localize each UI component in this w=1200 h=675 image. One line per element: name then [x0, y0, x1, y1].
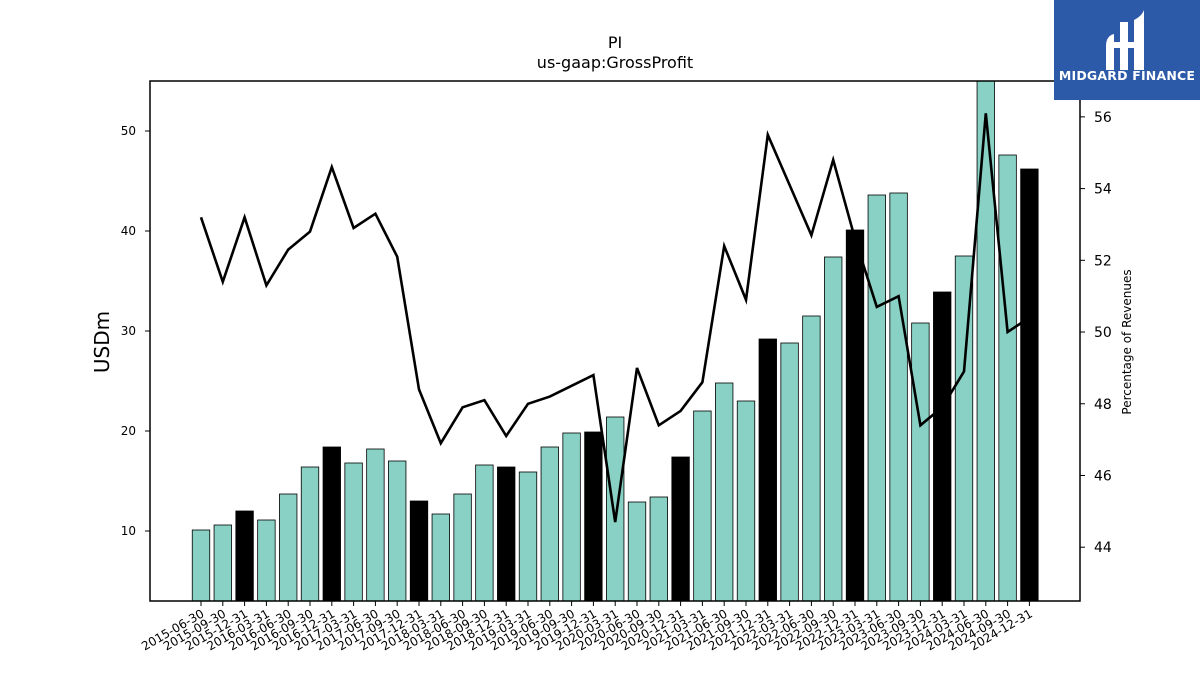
bar — [758, 338, 777, 602]
bar — [649, 496, 668, 602]
y-axis-label: USDm — [90, 311, 114, 373]
right-axis: 44 46 48 50 52 54 56 — [1080, 110, 1112, 556]
bar — [824, 256, 843, 602]
line-series — [199, 113, 1031, 523]
bar — [409, 500, 429, 602]
bar — [518, 471, 538, 602]
y-tick-label: 50 — [121, 124, 136, 138]
bar — [344, 462, 363, 602]
bar — [693, 410, 712, 602]
y2-tick-label: 54 — [1094, 182, 1112, 198]
bar — [235, 510, 254, 602]
bar — [540, 446, 559, 602]
bar-series — [191, 80, 1039, 602]
bar — [867, 194, 886, 602]
y2-axis-label: Percentage of Revenues — [1120, 269, 1134, 414]
y2-tick-label: 50 — [1094, 325, 1112, 341]
bar — [475, 464, 494, 602]
bar — [671, 456, 690, 602]
bar — [911, 322, 930, 602]
bar — [257, 519, 276, 602]
bar — [998, 154, 1017, 602]
bar — [802, 315, 821, 602]
bar — [279, 493, 298, 602]
chart-title: PI — [608, 33, 622, 52]
chart-subtitle: us-gaap:GrossProfit — [537, 53, 693, 72]
company-logo-text: MIDGARD FINANCE — [1058, 68, 1196, 83]
bar — [431, 513, 450, 602]
bar — [300, 466, 320, 602]
bar — [933, 291, 952, 602]
bar — [213, 524, 232, 602]
company-logo: MIDGARD FINANCE — [1054, 0, 1200, 100]
bar — [976, 80, 995, 602]
bar — [322, 446, 341, 602]
y2-tick-label: 52 — [1094, 253, 1112, 269]
y2-tick-label: 44 — [1094, 540, 1112, 556]
bar — [627, 501, 647, 602]
bar — [606, 416, 625, 602]
bar — [191, 529, 211, 602]
y2-tick-label: 46 — [1094, 468, 1112, 484]
bar — [497, 466, 516, 602]
y-tick-label: 40 — [121, 224, 136, 238]
bar — [584, 431, 603, 602]
y2-tick-label: 48 — [1094, 397, 1112, 413]
bar — [1020, 168, 1039, 602]
bar — [366, 448, 385, 602]
midgard-logo-icon — [1106, 10, 1144, 70]
bar — [736, 400, 756, 602]
bar — [715, 382, 734, 602]
y2-tick-label: 56 — [1094, 110, 1112, 126]
y-tick-label: 30 — [121, 324, 136, 338]
percentage-line — [199, 113, 1031, 523]
bar — [453, 493, 472, 602]
bar — [889, 192, 908, 602]
bar — [845, 229, 865, 602]
bar — [388, 460, 407, 602]
bar — [562, 432, 581, 602]
bar — [780, 342, 799, 602]
left-axis: 10 20 30 40 50 — [121, 124, 150, 538]
y-tick-label: 20 — [121, 424, 136, 438]
x-axis: 2015-06-302015-09-302015-12-312016-03-31… — [139, 601, 1035, 653]
y-tick-label: 10 — [121, 524, 136, 538]
